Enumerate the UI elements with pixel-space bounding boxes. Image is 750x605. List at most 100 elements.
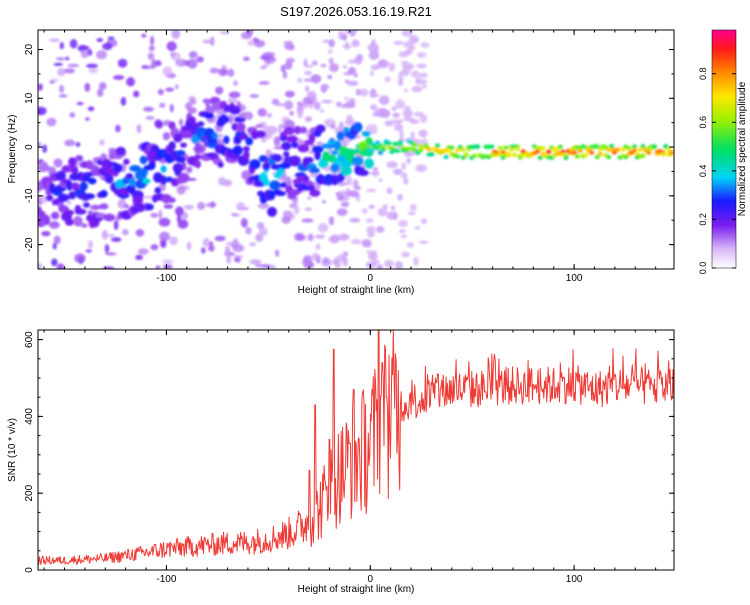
spectrogram-noise-blob [370, 70, 375, 77]
spectrogram-noise-blob [226, 255, 232, 264]
spectrogram-noise-blob [65, 200, 72, 205]
spectrogram-ridge-blob [291, 141, 299, 149]
spectrogram-noise-blob [347, 190, 360, 197]
spectrogram-noise-blob [322, 39, 330, 43]
spectrogram-noise-blob [327, 48, 333, 55]
spectrogram-ridge-blob [340, 165, 353, 176]
spectrogram-ridge-blob [443, 154, 449, 160]
spectrogram-noise-blob [406, 157, 412, 164]
spectrogram-ridge-blob [254, 130, 267, 139]
spectrogram-ridge-blob [309, 189, 321, 197]
spectrogram-noise-blob [64, 139, 76, 147]
spectrogram-noise-blob [328, 216, 335, 226]
spectrogram-ridge-blob [71, 167, 79, 175]
spectrogram-noise-blob [415, 76, 422, 85]
spectrogram-ridge-blob [105, 174, 114, 184]
spectrogram-ridge-blob [45, 194, 54, 202]
spectrogram-noise-blob [128, 76, 134, 87]
spectrogram-noise-blob [258, 81, 270, 85]
spectrogram-noise-blob [413, 256, 419, 266]
spectrogram-noise-blob [148, 45, 155, 52]
spectrogram-noise-blob [85, 249, 92, 253]
spectrogram-ridge-blob [235, 116, 247, 123]
x-tick-label: -100 [156, 574, 176, 585]
spectrogram-noise-blob [175, 58, 187, 67]
spectrogram-noise-blob [98, 82, 107, 90]
spectrogram-noise-blob [105, 252, 117, 256]
spectrogram-ridge-blob [245, 111, 253, 121]
spectrogram-noise-blob [402, 65, 411, 76]
spectrogram-noise-blob [96, 88, 104, 97]
spectrogram-noise-blob [304, 64, 314, 68]
spectrogram-noise-blob [260, 264, 272, 268]
spectrogram-noise-blob [400, 234, 407, 239]
spectrogram-ridge-blob [113, 163, 123, 173]
spectrogram-ridge-blob [623, 154, 629, 160]
spectrogram-noise-blob [378, 178, 383, 183]
spectrogram-ridge-blob [204, 112, 215, 119]
spectrogram-noise-blob [284, 61, 293, 70]
spectrogram-ridge-blob [637, 147, 643, 152]
spectrogram-noise-blob [296, 101, 303, 106]
spectrogram-ridge-blob [188, 116, 197, 125]
spectrogram-ridge-blob [75, 208, 87, 215]
spectrogram-noise-blob [133, 90, 140, 98]
x-tick-label: 100 [566, 273, 583, 284]
spectrogram-ridge-blob [154, 187, 162, 195]
spectrogram-noise-blob [242, 56, 250, 61]
spectrogram-ridge-blob [460, 147, 466, 152]
spectrogram-noise-blob [101, 229, 108, 240]
spectrogram-noise-blob [163, 204, 174, 209]
spectrogram-noise-blob [136, 123, 142, 134]
spectrogram-noise-blob [162, 259, 174, 264]
spectrogram-noise-blob [303, 78, 313, 82]
spectrogram-noise-blob [143, 195, 154, 200]
colorbar-label: Normalized spectral amplitude [737, 81, 748, 216]
spectrogram-ridge-blob [273, 154, 283, 163]
spectrogram-noise-blob [245, 226, 252, 235]
spectrogram-ridge-blob [180, 142, 187, 148]
spectrogram-ridge-blob [299, 126, 307, 134]
spectrogram-noise-blob [96, 38, 104, 43]
spectrogram-noise-blob [307, 196, 312, 201]
spectrogram-noise-blob [386, 161, 398, 169]
spectrogram-noise-blob [340, 201, 350, 208]
spectrogram-noise-blob [302, 257, 311, 268]
spectrogram-noise-blob [249, 259, 262, 265]
spectrogram-ridge-blob [537, 155, 543, 160]
spectrogram-noise-blob [155, 265, 161, 269]
spectrogram-noise-blob [159, 102, 166, 108]
spectrogram-noise-blob [355, 88, 362, 96]
spectrogram-ridge-blob [546, 149, 552, 155]
spectrogram-ridge-blob [315, 124, 326, 133]
spectrogram-noise-blob [81, 45, 90, 50]
spectrogram-noise-blob [284, 90, 295, 98]
spectrogram-ridge-blob [351, 156, 364, 166]
spectrogram-noise-blob [415, 164, 427, 173]
y-tick-label: -20 [24, 237, 35, 252]
spectrogram-noise-blob [257, 202, 270, 210]
spectrogram-noise-blob [330, 124, 336, 130]
spectrogram-noise-blob [265, 52, 276, 57]
spectrogram-noise-blob [187, 58, 198, 69]
spectrogram-noise-blob [117, 58, 128, 68]
spectrogram-noise-blob [296, 105, 304, 115]
spectrogram-noise-blob [354, 186, 362, 191]
spectrogram-ridge-blob [288, 155, 301, 167]
spectrogram-ridge-blob [245, 137, 254, 146]
spectrogram-noise-blob [209, 241, 214, 247]
spectrogram-x-ticks: -100 0 100 [43, 30, 657, 284]
spectrogram-noise-blob [188, 96, 196, 102]
spectrogram-ridge-blob [177, 172, 190, 184]
spectrogram-ridge-blob [269, 180, 281, 191]
spectrogram-noise-blob [115, 124, 121, 133]
spectrogram-noise-blob [196, 201, 206, 210]
spectrogram-noise-blob [386, 211, 398, 220]
spectrogram-ridge-blob [86, 160, 93, 170]
spectrogram-ridge-blob [220, 113, 227, 124]
y-tick-label: -10 [24, 188, 35, 203]
spectrogram-noise-blob [384, 259, 394, 268]
spectrogram-ridge-blob [557, 144, 563, 150]
spectrogram-ridge-blob [423, 143, 429, 148]
spectrogram-ridge-blob [417, 148, 424, 153]
